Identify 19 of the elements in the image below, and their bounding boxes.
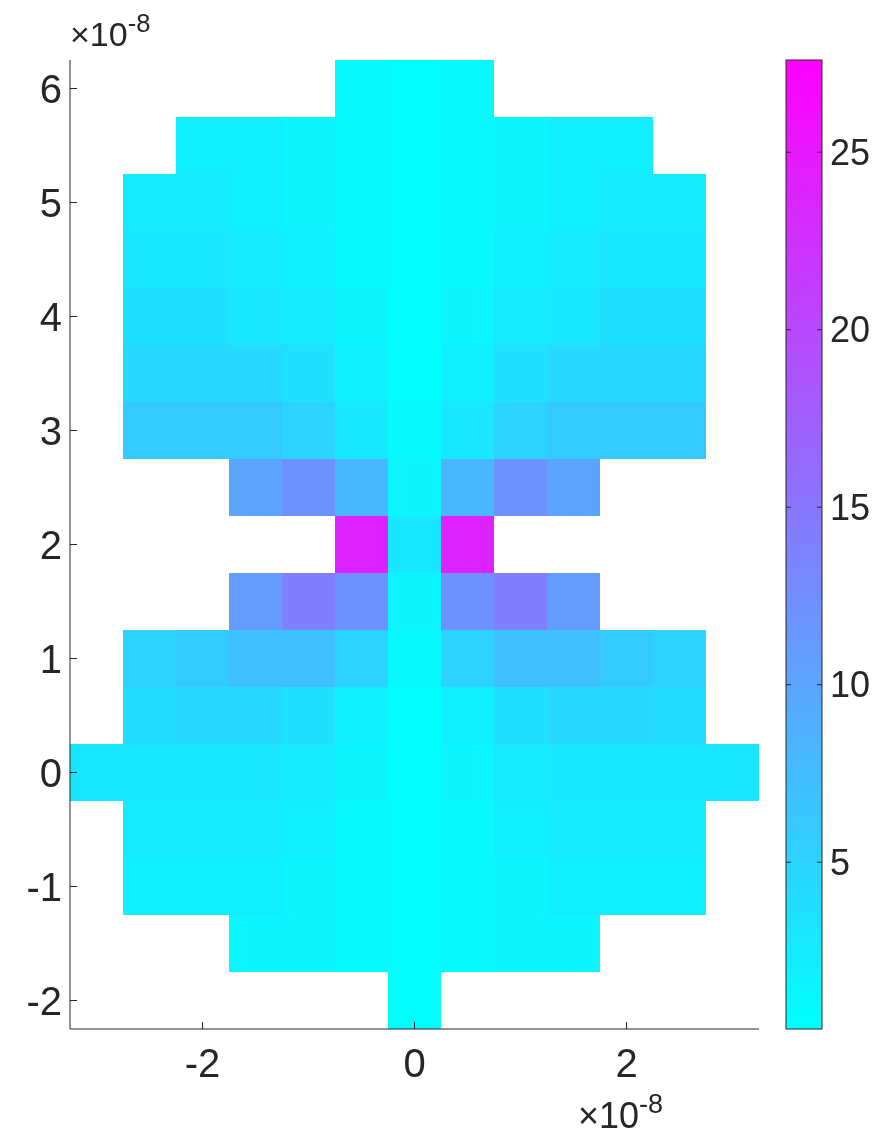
color-bar-label: 25 <box>830 131 871 173</box>
color-bar-label: 15 <box>830 486 871 528</box>
x-tick-label: 2 <box>615 1041 638 1085</box>
y-tick-label: 5 <box>39 180 62 225</box>
color-bar-label: 5 <box>830 841 851 883</box>
y-tick-label: -1 <box>26 864 62 909</box>
y-tick-label: -2 <box>26 978 62 1023</box>
text: ×10$^{-8}$ <box>578 1089 664 1136</box>
y-tick-label: 4 <box>39 294 62 339</box>
x-tick-label: 0 <box>403 1041 426 1085</box>
y-tick-label: 6 <box>39 66 62 111</box>
color-bar-label: 20 <box>830 309 871 351</box>
text: ×10$^{-8}$ <box>70 9 151 53</box>
y-tick-label: 1 <box>39 636 62 681</box>
x-tick-label: -2 <box>184 1041 221 1085</box>
y-tick-label: 3 <box>39 408 62 453</box>
y-tick-label: 0 <box>39 750 62 795</box>
color-bar-label: 10 <box>830 664 871 706</box>
y-tick-label: 2 <box>39 522 62 567</box>
